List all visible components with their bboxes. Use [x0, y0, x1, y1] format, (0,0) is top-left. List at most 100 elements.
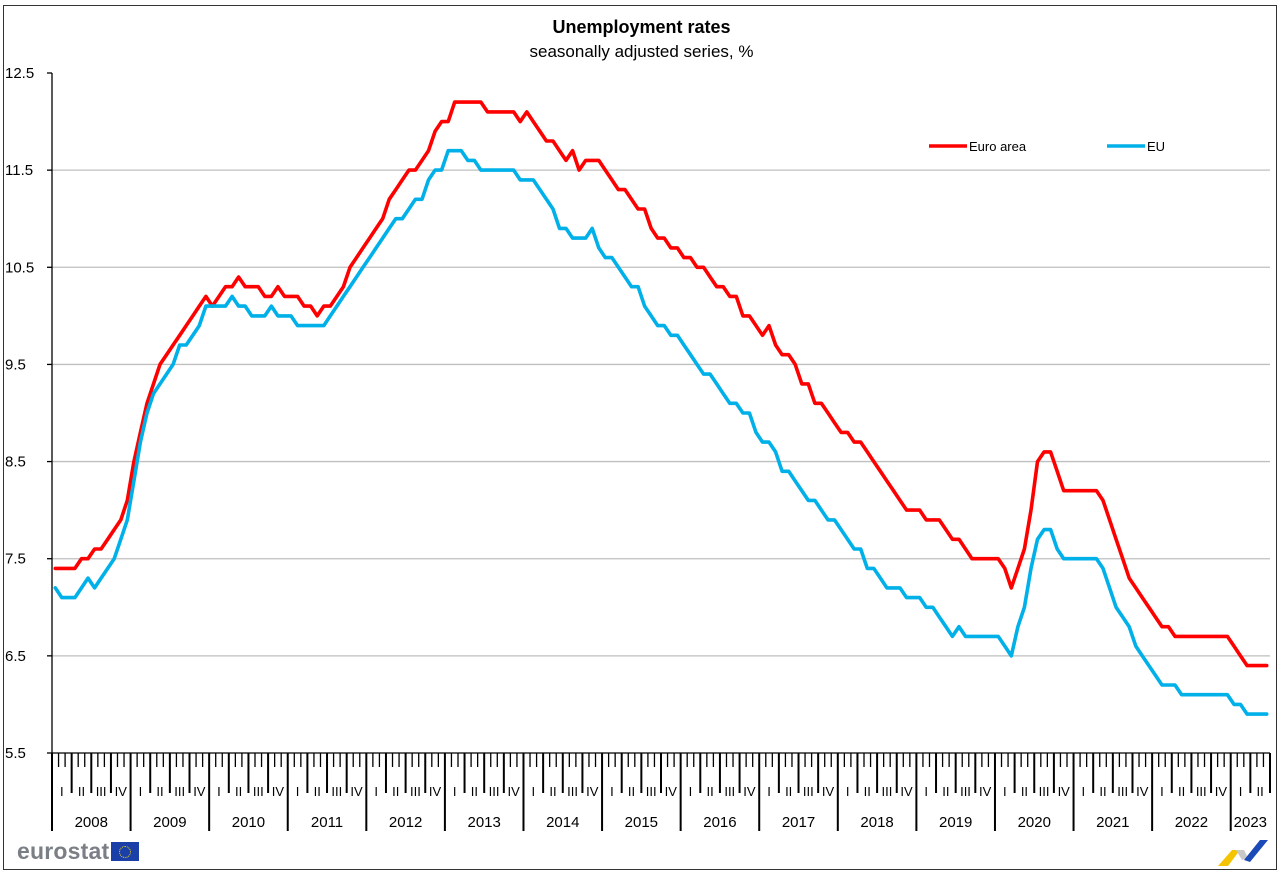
quarter-label: II: [392, 784, 399, 799]
quarter-label: I: [1160, 784, 1164, 799]
quarter-label: II: [864, 784, 871, 799]
y-tick-label: 6.5: [5, 648, 26, 665]
y-tick-label: 12.5: [5, 65, 34, 82]
year-label: 2018: [860, 814, 893, 831]
quarter-label: II: [785, 784, 792, 799]
year-label: 2014: [546, 814, 579, 831]
legend-label: EU: [1147, 139, 1165, 154]
quarter-label: III: [1117, 784, 1128, 799]
quarter-label: III: [331, 784, 342, 799]
quarter-label: IV: [586, 784, 599, 799]
quarter-label: II: [1257, 784, 1264, 799]
y-axis: 12.5 11.5 10.5 9.5 8.5 7.5 6.5 5.5: [5, 65, 53, 762]
year-label: 2023: [1234, 814, 1267, 831]
quarter-label: III: [1039, 784, 1050, 799]
quarter-label: III: [96, 784, 107, 799]
quarter-label: I: [610, 784, 614, 799]
quarter-label: II: [1099, 784, 1106, 799]
year-label: 2016: [703, 814, 736, 831]
quarter-label: IV: [979, 784, 992, 799]
quarter-label: I: [217, 784, 221, 799]
quarter-label: IV: [1058, 784, 1071, 799]
year-label: 2021: [1096, 814, 1129, 831]
logo-text: eurostat: [17, 838, 110, 864]
quarter-label: III: [881, 784, 892, 799]
year-label: 2009: [153, 814, 186, 831]
quarter-label: III: [646, 784, 657, 799]
quarter-label: I: [689, 784, 693, 799]
chart-frame: [3, 5, 1277, 870]
quarter-label: III: [960, 784, 971, 799]
quarter-label: I: [296, 784, 300, 799]
quarter-label: I: [924, 784, 928, 799]
quarter-label: II: [235, 784, 242, 799]
quarter-label: II: [628, 784, 635, 799]
quarter-label: IV: [350, 784, 363, 799]
quarter-label: I: [139, 784, 143, 799]
year-label: 2015: [625, 814, 658, 831]
quarter-label: II: [942, 784, 949, 799]
quarter-label: III: [1196, 784, 1207, 799]
quarter-label: IV: [1215, 784, 1228, 799]
quarter-label: III: [174, 784, 185, 799]
chart-subtitle: seasonally adjusted series, %: [529, 42, 754, 61]
year-label: 2020: [1018, 814, 1051, 831]
y-tick-label: 5.5: [5, 745, 26, 762]
year-label: 2008: [75, 814, 108, 831]
data-lines: [53, 100, 1269, 716]
year-label: 2011: [311, 814, 343, 831]
quarter-label: IV: [743, 784, 756, 799]
gridlines: [52, 169, 1270, 657]
quarter-label: I: [531, 784, 535, 799]
quarter-label: II: [1021, 784, 1028, 799]
quarter-label: II: [156, 784, 163, 799]
quarter-label: I: [374, 784, 378, 799]
y-tick-label: 9.5: [5, 356, 26, 373]
quarter-label: IV: [193, 784, 206, 799]
year-label: 2022: [1175, 814, 1208, 831]
quarter-label: IV: [429, 784, 442, 799]
quarter-label: I: [1082, 784, 1086, 799]
quarter-label: III: [253, 784, 264, 799]
quarter-label: II: [471, 784, 478, 799]
legend-label: Euro area: [969, 139, 1027, 154]
chart-title: Unemployment rates: [552, 17, 731, 37]
series-line-eu: [53, 148, 1269, 716]
year-label: 2010: [232, 814, 265, 831]
quarter-label: II: [549, 784, 556, 799]
quarter-label: IV: [900, 784, 913, 799]
quarter-label: I: [453, 784, 457, 799]
year-label: 2019: [939, 814, 972, 831]
x-axis: I II III IV I II III IV I II III IV I II III IV I II III IV…: [51, 752, 1271, 831]
year-label: 2017: [782, 814, 815, 831]
quarter-label: I: [60, 784, 64, 799]
quarter-label: II: [78, 784, 85, 799]
series-line-euro-area: [53, 100, 1269, 668]
quarter-label: I: [767, 784, 771, 799]
quarter-label: I: [1003, 784, 1007, 799]
quarter-label: II: [314, 784, 321, 799]
year-label: 2013: [468, 814, 501, 831]
year-label: 2012: [389, 814, 422, 831]
y-tick-label: 11.5: [5, 162, 33, 179]
eurostat-swoosh-icon: [1218, 840, 1268, 866]
quarter-label: IV: [1136, 784, 1149, 799]
quarter-label: III: [489, 784, 500, 799]
y-tick-label: 10.5: [5, 259, 34, 276]
eu-flag-icon: [111, 842, 140, 861]
quarter-label: IV: [665, 784, 678, 799]
quarter-label: I: [846, 784, 850, 799]
quarter-label: III: [567, 784, 578, 799]
quarter-label: I: [1239, 784, 1243, 799]
y-tick-label: 7.5: [5, 551, 26, 568]
eurostat-logo: eurostat: [17, 838, 140, 865]
quarter-label: III: [410, 784, 421, 799]
quarter-label: IV: [822, 784, 835, 799]
quarter-label: II: [1178, 784, 1185, 799]
legend: Euro area EU: [929, 139, 1165, 154]
quarter-label: IV: [115, 784, 128, 799]
quarter-label: IV: [272, 784, 285, 799]
quarter-label: III: [724, 784, 735, 799]
quarter-label: III: [803, 784, 814, 799]
